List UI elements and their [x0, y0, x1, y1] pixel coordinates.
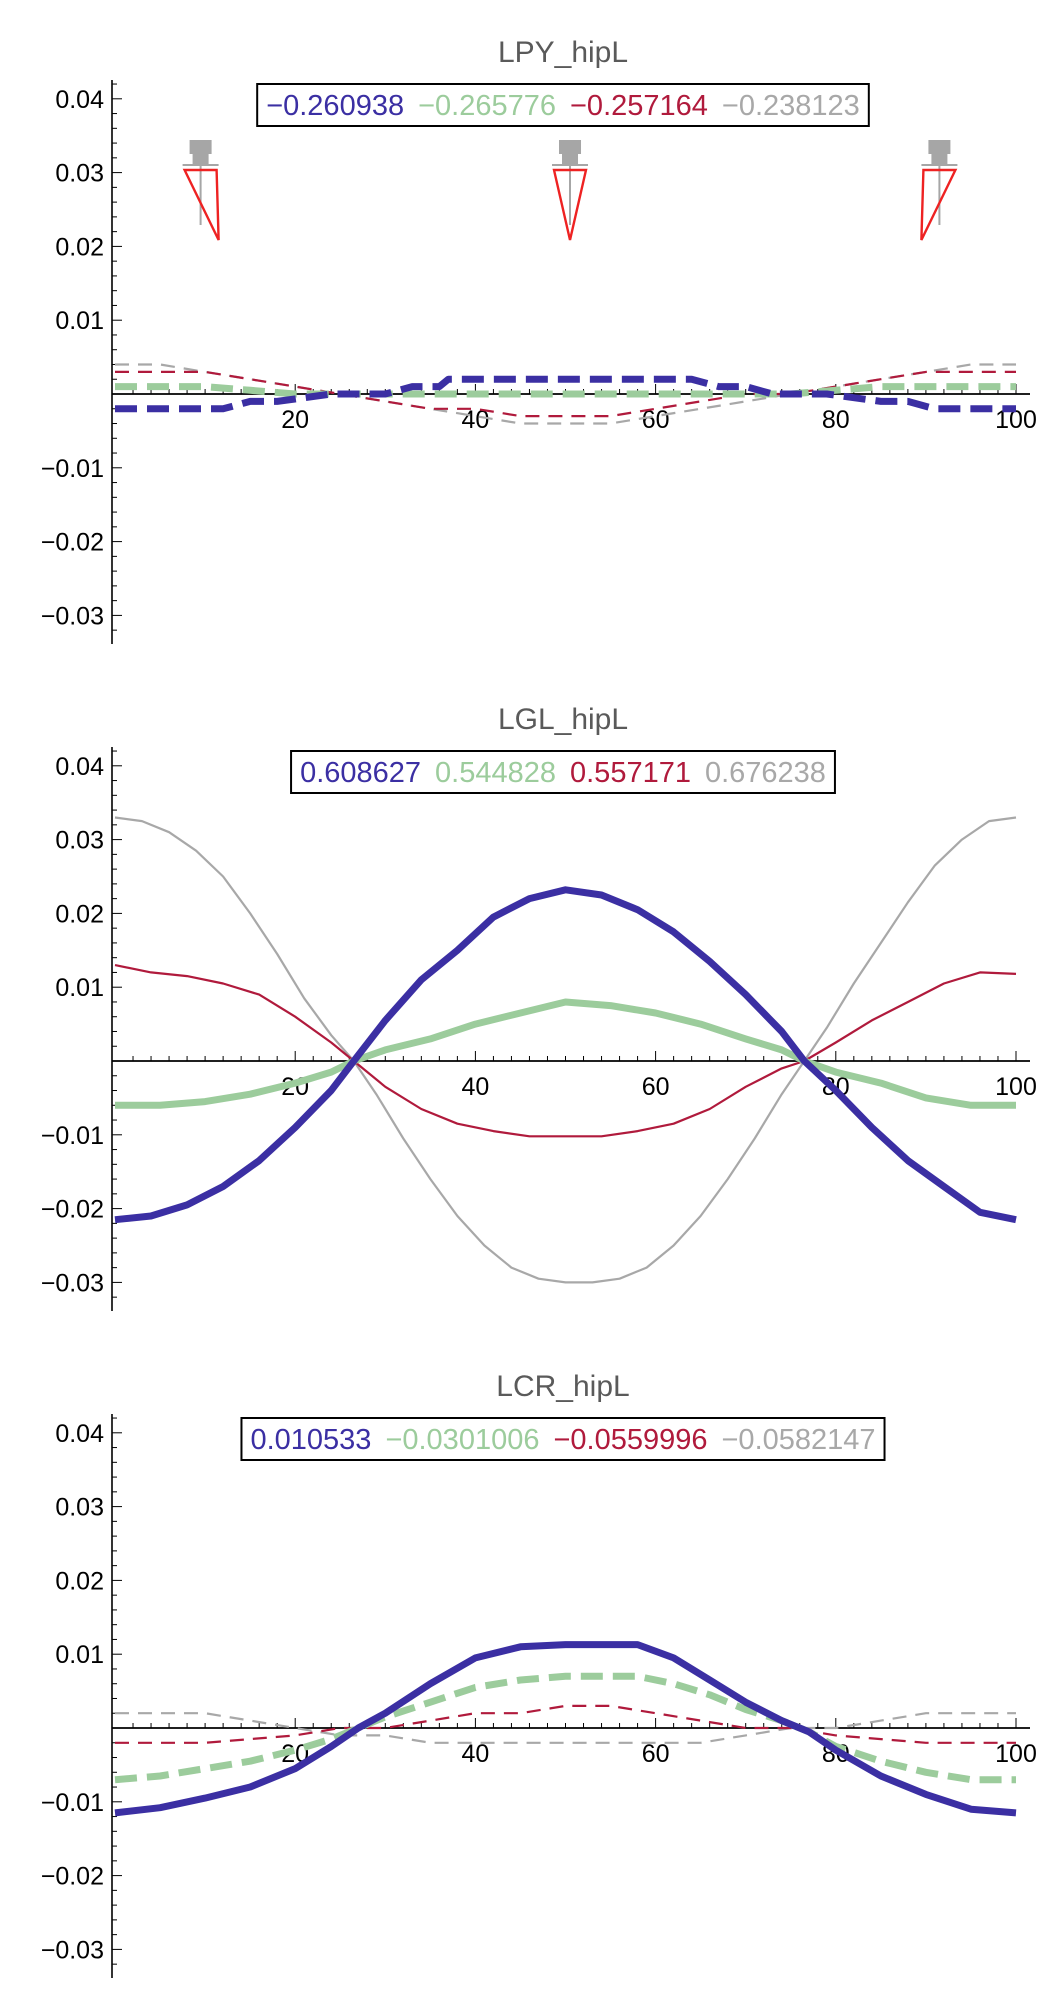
chart-title: LGL_hipL — [498, 703, 628, 736]
y-tick-label: 0.04 — [55, 1420, 104, 1448]
x-tick-label: 20 — [281, 406, 309, 434]
x-tick-label: 40 — [461, 1740, 489, 1768]
marker-neck — [562, 154, 579, 164]
y-tick-label: 0.01 — [55, 974, 104, 1002]
legend-entry-gray: 0.676238 — [705, 757, 826, 789]
legend-entry-red: −0.257164 — [570, 90, 708, 122]
y-tick-label: 0.02 — [55, 233, 104, 261]
legend-entry-gray: −0.238123 — [722, 90, 860, 122]
x-tick-label: 40 — [461, 1073, 489, 1101]
series-line-green — [115, 998, 1016, 1109]
series-line-gray — [114, 816, 1017, 1284]
x-tick-label: 60 — [642, 1740, 670, 1768]
marker-triangle — [920, 168, 958, 241]
marker-head — [189, 140, 212, 154]
series-line-green — [115, 383, 1016, 398]
y-tick-label: −0.02 — [41, 1863, 104, 1891]
legend: 0.010533 −0.0301006 −0.0559996 −0.0582147 — [240, 1417, 886, 1461]
legend: −0.260938 −0.265776 −0.257164 −0.238123 — [256, 83, 870, 127]
y-tick-label: 0.03 — [55, 1494, 104, 1522]
y-tick-label: 0.04 — [55, 86, 104, 114]
legend-entry-green: −0.0301006 — [385, 1424, 539, 1456]
series-line-red — [114, 964, 1017, 1138]
legend-box — [290, 750, 836, 794]
legend-entry-blue: −0.260938 — [266, 90, 404, 122]
marker-glyph — [552, 140, 589, 241]
legend: 0.608627 0.544828 0.557171 0.676238 — [290, 750, 836, 794]
y-tick-label: 0.01 — [55, 307, 104, 335]
y-tick-label: −0.02 — [41, 1196, 104, 1224]
chart-2: LGL_hipL0.040.030.020.01−0.01−0.02−0.032… — [41, 703, 1037, 1311]
y-tick-label: −0.03 — [41, 1269, 104, 1297]
series-line-red — [115, 370, 1016, 418]
chart-title: LPY_hipL — [498, 36, 628, 69]
x-tick-label: 100 — [995, 1073, 1037, 1101]
y-tick-label: 0.01 — [55, 1641, 104, 1669]
series-line-blue — [115, 375, 1016, 413]
marker-glyph — [920, 140, 958, 241]
legend-box — [240, 1417, 886, 1461]
marker-head — [928, 140, 951, 154]
y-tick-label: −0.02 — [41, 529, 104, 557]
chart-1: LPY_hipL 0.04 0.03 0.02 0.01 −0.01 −0.02 −0.03 2… — [41, 36, 1037, 644]
legend-entry-red: −0.0559996 — [553, 1424, 707, 1456]
legend-entry-green: −0.265776 — [418, 90, 556, 122]
series-line-red — [115, 1704, 1016, 1744]
series-line-blue — [114, 1641, 1017, 1817]
marker-triangle — [552, 168, 588, 241]
legend-entry-gray: −0.0582147 — [722, 1424, 876, 1456]
legend-entry-green: 0.544828 — [435, 757, 556, 789]
marker-head — [559, 140, 582, 154]
marker-neck — [192, 154, 209, 164]
series-line-green — [114, 1672, 1016, 1784]
marker-glyph — [182, 140, 220, 241]
y-tick-label: −0.03 — [41, 602, 104, 630]
legend-entry-blue: 0.010533 — [250, 1424, 371, 1456]
x-tick-label: 100 — [995, 1740, 1037, 1768]
x-tick-label: 80 — [822, 406, 850, 434]
series-line-blue — [114, 886, 1017, 1224]
legend-entries: 0.010533 −0.0301006 −0.0559996 −0.0582147 — [250, 1424, 875, 1456]
legend-box — [256, 83, 870, 127]
series-line-gray — [115, 1712, 1016, 1744]
y-tick-label: 0.02 — [55, 1567, 104, 1595]
y-tick-label: −0.01 — [41, 455, 104, 483]
y-tick-label: 0.02 — [55, 900, 104, 928]
chart-3: LCR_hipL0.040.030.020.01−0.01−0.02−0.032… — [41, 1370, 1037, 1978]
legend-entry-blue: 0.608627 — [300, 757, 421, 789]
marker-neck — [931, 154, 948, 164]
y-tick-label: 0.03 — [55, 160, 104, 188]
legend-entries: −0.260938 −0.265776 −0.257164 −0.238123 — [266, 90, 860, 122]
legend-entries: 0.608627 0.544828 0.557171 0.676238 — [300, 757, 826, 789]
x-tick-label: 60 — [642, 1073, 670, 1101]
y-tick-label: −0.03 — [41, 1936, 104, 1964]
chart-title: LCR_hipL — [496, 1370, 629, 1403]
y-tick-label: 0.03 — [55, 827, 104, 855]
legend-entry-red: 0.557171 — [570, 757, 691, 789]
y-tick-label: 0.04 — [55, 753, 104, 781]
y-tick-label: −0.01 — [41, 1122, 104, 1150]
marker-triangle — [182, 168, 220, 241]
y-tick-label: −0.01 — [41, 1789, 104, 1817]
